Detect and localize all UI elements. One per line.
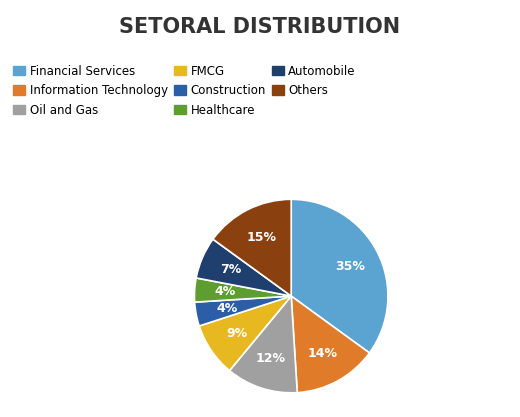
Wedge shape xyxy=(199,296,291,371)
Text: 14%: 14% xyxy=(308,347,338,360)
Wedge shape xyxy=(291,199,388,353)
Text: 4%: 4% xyxy=(215,286,236,299)
Text: 4%: 4% xyxy=(216,302,237,315)
Legend: Financial Services, Information Technology, Oil and Gas, FMCG, Construction, Hea: Financial Services, Information Technolo… xyxy=(11,62,358,119)
Wedge shape xyxy=(196,239,291,296)
Wedge shape xyxy=(194,296,291,326)
Text: 7%: 7% xyxy=(220,264,241,276)
Text: 15%: 15% xyxy=(246,231,276,244)
Text: 12%: 12% xyxy=(256,352,286,365)
Text: 35%: 35% xyxy=(335,260,365,273)
Text: SETORAL DISTRIBUTION: SETORAL DISTRIBUTION xyxy=(120,17,400,37)
Text: 9%: 9% xyxy=(226,327,248,339)
Wedge shape xyxy=(291,296,370,393)
Wedge shape xyxy=(213,199,291,296)
Wedge shape xyxy=(229,296,297,393)
Wedge shape xyxy=(194,278,291,302)
